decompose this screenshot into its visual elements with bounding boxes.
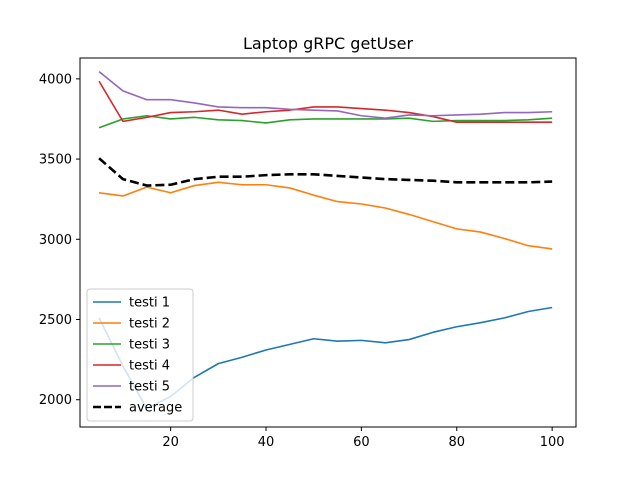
y-tick-label: 4000 [39, 72, 72, 87]
plot-frame [79, 57, 577, 428]
series-line-3 [98, 114, 553, 129]
legend-label-4: testi 4 [129, 359, 170, 374]
series-line-5 [98, 71, 553, 119]
x-tick-label: 60 [353, 435, 370, 450]
legend: testi 1 testi 2 testi 3 testi 4 testi 5 avera… [86, 288, 194, 422]
y-tick-label: 2000 [39, 393, 72, 408]
axes: 20 40 60 80 100 2000 2500 3000 3500 4000 [39, 57, 577, 450]
legend-label-2: testi 2 [129, 317, 170, 332]
x-tick-label: 80 [448, 435, 465, 450]
series-line-6 [98, 157, 553, 187]
series-line-2 [98, 181, 553, 250]
y-tick-label: 2500 [39, 313, 72, 328]
legend-label-3: testi 3 [129, 338, 170, 353]
x-tick-label: 20 [162, 435, 179, 450]
y-tick-label: 3500 [39, 153, 72, 168]
legend-box [86, 288, 194, 422]
legend-label-1: testi 1 [129, 296, 170, 311]
x-tick-label: 40 [258, 435, 275, 450]
x-tick-label: 100 [540, 435, 565, 450]
y-tick-label: 3000 [39, 233, 72, 248]
legend-label-6: average [129, 401, 182, 416]
chart-title: Laptop gRPC getUser [243, 34, 414, 53]
series-line-4 [98, 80, 553, 123]
legend-label-5: testi 5 [129, 380, 170, 395]
